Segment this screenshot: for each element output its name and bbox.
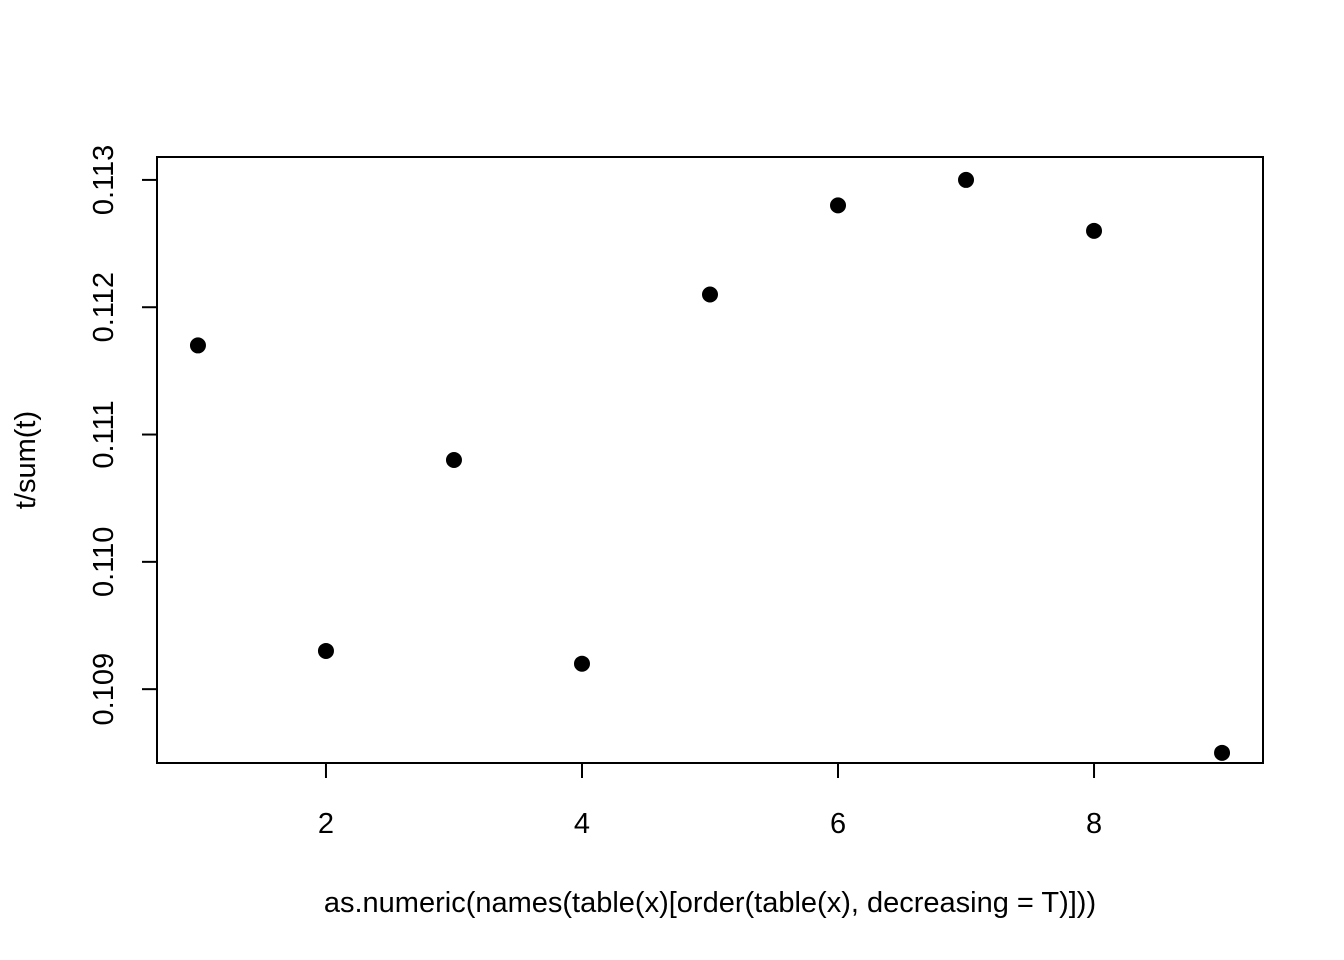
y-tick-label: 0.113 bbox=[88, 145, 120, 215]
x-tick-label: 8 bbox=[1086, 808, 1102, 840]
x-tick-label: 4 bbox=[574, 808, 590, 840]
y-tick-label: 0.110 bbox=[88, 527, 120, 597]
data-point bbox=[958, 171, 975, 188]
x-axis: 2 4 6 8 bbox=[318, 762, 1102, 840]
y-tick-label: 0.109 bbox=[88, 653, 120, 726]
data-point bbox=[317, 642, 334, 659]
x-tick-label: 2 bbox=[318, 808, 334, 840]
data-point bbox=[445, 452, 462, 468]
data-point bbox=[830, 197, 847, 214]
data-point bbox=[1214, 744, 1231, 761]
x-tick-label: 6 bbox=[830, 808, 846, 840]
y-tick-label: 0.111 bbox=[88, 400, 120, 468]
x-axis-label: as.numeric(names(table(x)[order(table(x)… bbox=[324, 887, 1096, 919]
data-point bbox=[702, 286, 718, 303]
data-point bbox=[573, 655, 590, 672]
y-axis-label: t/sum(t) bbox=[10, 411, 42, 509]
data-point bbox=[1086, 222, 1103, 239]
y-axis: 0.109 0.110 0.111 0.112 0.113 bbox=[88, 145, 158, 726]
data-point bbox=[189, 337, 206, 354]
data-points bbox=[189, 171, 1231, 761]
y-tick-label: 0.112 bbox=[88, 272, 120, 342]
